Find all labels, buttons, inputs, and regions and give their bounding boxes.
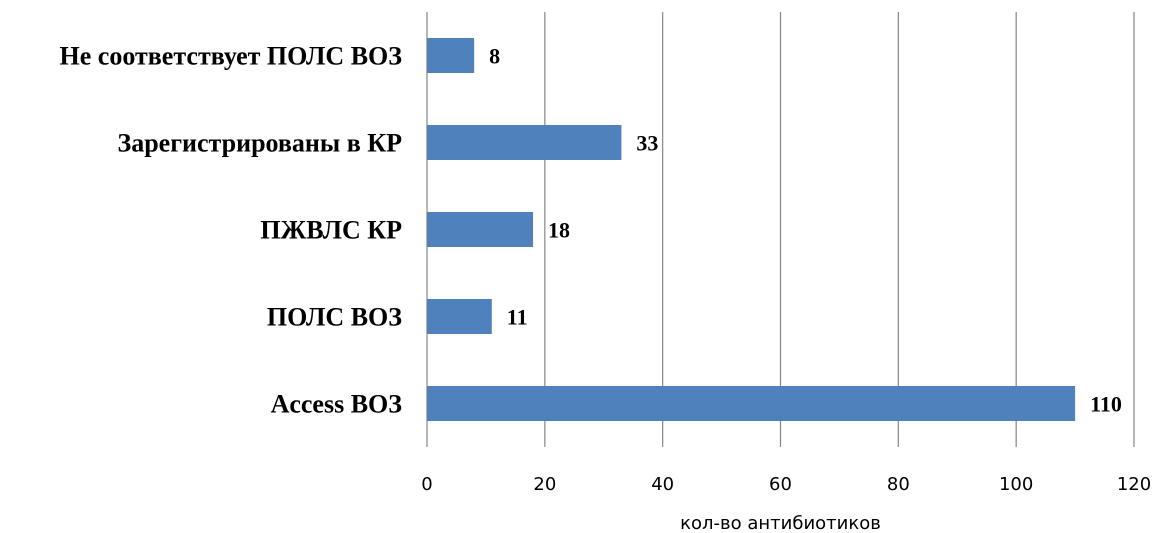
bar-1 [427,125,622,160]
gridlines [426,12,1135,447]
x-tick-label-100: 100 [999,474,1033,495]
category-label-3: ПОЛС ВОЗ [267,303,402,332]
x-tick-label-40: 40 [651,474,674,495]
data-label-3: 11 [507,305,528,330]
x-tick-label-0: 0 [421,474,432,495]
category-label-4: Access ВОЗ [271,390,403,419]
bar-4 [427,386,1076,421]
bar-0 [427,38,475,73]
x-tick-label-60: 60 [769,474,792,495]
x-tick-labels: 0 20 40 60 80 100 120 [421,474,1151,495]
bar-2 [427,212,534,247]
bar-3 [427,299,492,334]
x-axis-title: кол-во антибиотиков [680,513,881,533]
data-labels: 8 33 18 11 110 [489,44,1122,417]
category-label-2: ПЖВЛС КР [260,216,402,245]
data-label-4: 110 [1090,392,1122,417]
category-label-1: Зарегистрированы в КР [118,129,403,158]
data-label-2: 18 [548,218,570,243]
category-label-0: Не соответствует ПОЛС ВОЗ [60,42,403,71]
bars [427,38,1076,421]
category-labels: Не соответствует ПОЛС ВОЗ Зарегистрирован… [60,42,403,419]
x-tick-label-80: 80 [887,474,910,495]
data-label-1: 33 [636,131,658,156]
data-label-0: 8 [489,44,500,69]
x-tick-label-120: 120 [1117,474,1151,495]
x-tick-label-20: 20 [533,474,556,495]
